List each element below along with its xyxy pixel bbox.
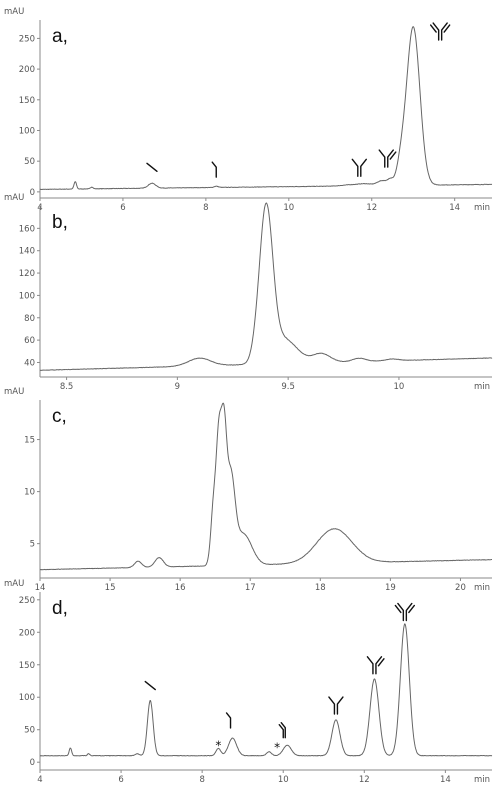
x-tick-label: 8 bbox=[199, 775, 204, 785]
chromatogram-panel-b: 40 60 80 100 120 140 160 8.5 9 9.5 10 mAU min b, bbox=[4, 193, 493, 392]
antibody-species-icon bbox=[278, 722, 286, 739]
y-tick-label: 200 bbox=[19, 65, 35, 75]
chromatogram-trace bbox=[39, 202, 493, 371]
x-tick-label: 18 bbox=[315, 583, 326, 593]
impurity-star-marker: * bbox=[215, 738, 221, 752]
y-tick-label: 5 bbox=[30, 540, 35, 550]
x-tick-label: 10 bbox=[283, 203, 294, 213]
x-tick-label: 6 bbox=[120, 203, 125, 213]
x-tick-label: 8 bbox=[203, 203, 208, 213]
x-tick-label: 12 bbox=[359, 775, 370, 785]
x-tick-label: 14 bbox=[35, 583, 46, 593]
x-tick-label: 9 bbox=[175, 382, 180, 392]
panel-letter: b, bbox=[52, 212, 68, 233]
y-axis-unit: mAU bbox=[4, 579, 24, 589]
y-tick-label: 140 bbox=[19, 247, 35, 257]
y-tick-label: 250 bbox=[19, 596, 35, 606]
y-axis-unit: mAU bbox=[4, 7, 24, 17]
x-tick-label: 10 bbox=[278, 775, 289, 785]
x-tick-label: 4 bbox=[37, 775, 42, 785]
antibody-species-icon bbox=[211, 161, 217, 178]
y-axis-unit: mAU bbox=[4, 387, 24, 397]
x-tick-label: 16 bbox=[175, 583, 186, 593]
y-tick-label: 250 bbox=[19, 34, 35, 44]
x-axis-unit: min bbox=[474, 775, 490, 785]
x-tick-label: 14 bbox=[440, 775, 451, 785]
x-tick-label: 19 bbox=[385, 583, 396, 593]
y-tick-label: 160 bbox=[19, 224, 35, 234]
y-tick-label: 60 bbox=[24, 336, 35, 346]
x-tick-label: 12 bbox=[366, 203, 377, 213]
y-tick-label: 0 bbox=[30, 758, 35, 768]
x-tick-label: 17 bbox=[245, 583, 256, 593]
y-tick-label: 10 bbox=[24, 488, 35, 498]
y-tick-label: 0 bbox=[30, 188, 35, 198]
antibody-species-icon bbox=[378, 149, 397, 168]
y-axis-unit: mAU bbox=[4, 193, 24, 203]
antibody-species-icon bbox=[328, 696, 344, 715]
chromatogram-trace bbox=[39, 402, 493, 571]
impurity-star-marker: * bbox=[274, 740, 280, 754]
panel-letter: d, bbox=[52, 598, 68, 619]
antibody-species-icon bbox=[429, 22, 451, 41]
y-tick-label: 150 bbox=[19, 661, 35, 671]
x-tick-label: 8.5 bbox=[60, 382, 74, 392]
x-tick-label: 9.5 bbox=[281, 382, 295, 392]
y-tick-label: 200 bbox=[19, 628, 35, 638]
y-tick-label: 50 bbox=[24, 157, 35, 167]
chromatogram-trace bbox=[39, 623, 493, 757]
y-tick-label: 50 bbox=[24, 726, 35, 736]
x-tick-label: 10 bbox=[394, 382, 405, 392]
panel-letter: c, bbox=[52, 406, 67, 427]
chromatogram-panel-c: 5 10 15 14 15 16 17 18 19 20 mAU min c, bbox=[4, 387, 493, 593]
antibody-species-icon bbox=[394, 602, 416, 622]
y-tick-label: 15 bbox=[24, 436, 35, 446]
antibody-species-icon bbox=[146, 162, 158, 173]
panel-letter: a, bbox=[52, 26, 68, 47]
antibody-species-icon bbox=[144, 680, 156, 691]
x-tick-label: 14 bbox=[449, 203, 460, 213]
x-axis-unit: min bbox=[474, 203, 490, 213]
x-tick-label: 15 bbox=[105, 583, 116, 593]
x-axis-unit: min bbox=[474, 382, 490, 392]
chromatogram-trace bbox=[39, 26, 493, 191]
y-tick-label: 100 bbox=[19, 291, 35, 301]
antibody-species-icon bbox=[351, 158, 368, 178]
chromatogram-panel-a: 050100150200250468101214mAUmina, bbox=[4, 7, 493, 213]
x-tick-label: 20 bbox=[455, 583, 466, 593]
antibody-species-icon bbox=[366, 656, 385, 675]
y-tick-label: 80 bbox=[24, 314, 35, 324]
y-tick-label: 40 bbox=[24, 358, 35, 368]
y-tick-label: 120 bbox=[19, 269, 35, 279]
y-tick-label: 150 bbox=[19, 96, 35, 106]
x-tick-label: 6 bbox=[118, 775, 123, 785]
x-axis-unit: min bbox=[474, 583, 490, 593]
y-tick-label: 100 bbox=[19, 693, 35, 703]
y-tick-label: 100 bbox=[19, 126, 35, 136]
chromatogram-panel-d: 0 50 100 150 200 250 4 6 8 10 12 14 mAU min d, * * bbox=[4, 579, 493, 785]
antibody-species-icon bbox=[225, 712, 232, 729]
